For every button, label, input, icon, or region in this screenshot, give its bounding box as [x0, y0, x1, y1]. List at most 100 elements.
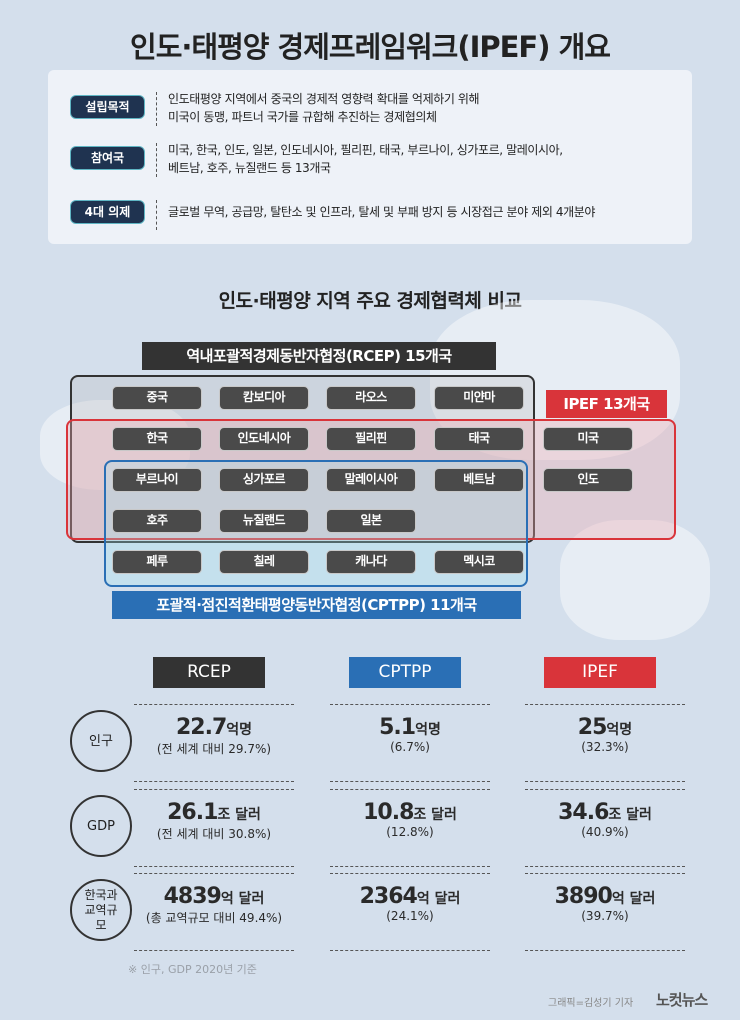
country-pill: 싱가포르	[219, 468, 309, 492]
country-pill: 태국	[434, 427, 524, 451]
divider	[134, 789, 294, 790]
divider	[330, 789, 490, 790]
divider	[525, 704, 685, 705]
stat-cell: 5.1억명 (6.7%)	[320, 715, 500, 754]
stat-share: (12.8%)	[386, 825, 434, 839]
divider	[525, 873, 685, 874]
stat-cell: 4839억 달러 (총 교역규모 대비 49.4%)	[124, 884, 304, 926]
stat-cell: 10.8조 달러 (12.8%)	[320, 800, 500, 839]
country-pill: 미얀마	[434, 386, 524, 410]
stat-value: 26.1	[167, 800, 218, 825]
country-pill: 말레이시아	[326, 468, 416, 492]
stat-value: 10.8	[363, 800, 414, 825]
stat-unit: 억명	[606, 722, 633, 738]
stat-unit: 억 달러	[611, 891, 656, 907]
stat-unit: 억명	[226, 722, 253, 738]
stat-value: 34.6	[558, 800, 609, 825]
stat-value: 3890	[554, 884, 613, 909]
country-pill: 멕시코	[434, 550, 524, 574]
country-pill: 페루	[112, 550, 202, 574]
country-pill: 캐나다	[326, 550, 416, 574]
country-pill: 일본	[326, 509, 416, 533]
divider	[134, 704, 294, 705]
country-pill: 필리핀	[326, 427, 416, 451]
stat-cell: 34.6조 달러 (40.9%)	[515, 800, 695, 839]
divider	[134, 866, 294, 867]
credit: 그래픽=김성기 기자	[548, 998, 634, 1009]
divider	[330, 781, 490, 782]
ipef-label: IPEF 13개국	[546, 390, 667, 418]
country-pill: 한국	[112, 427, 202, 451]
stat-share: (6.7%)	[390, 740, 430, 754]
divider	[330, 950, 490, 951]
country-pill: 칠레	[219, 550, 309, 574]
stat-value: 5.1	[379, 715, 416, 740]
stat-unit: 억명	[415, 722, 441, 738]
divider	[525, 950, 685, 951]
stat-value: 4839	[163, 884, 222, 909]
divider	[134, 950, 294, 951]
stat-unit: 조 달러	[413, 807, 457, 823]
rcep-label: 역내포괄적경제동반자협정(RCEP) 15개국	[142, 342, 496, 370]
row-label-circle: 한국과 교역규모	[70, 879, 132, 941]
comparison-title: 인도·태평양 지역 주요 경제협력체 비교	[218, 290, 522, 312]
country-pill: 베트남	[434, 468, 524, 492]
page-title: 인도·태평양 경제프레임워크(IPEF) 개요	[130, 30, 611, 64]
cptpp-label: 포괄적·점진적환태평양동반자협정(CPTPP) 11개국	[112, 591, 521, 619]
country-pill: 인도네시아	[219, 427, 309, 451]
header-cptpp: CPTPP	[349, 657, 461, 688]
header-rcep: RCEP	[153, 657, 265, 688]
overview-panel: 설립목적 인도태평양 지역에서 중국의 경제적 영향력 확대를 억제하기 위해 미…	[48, 70, 692, 244]
overview-text: 글로벌 무역, 공급망, 탈탄소 및 인프라, 탈세 및 부패 방지 등 시장접…	[168, 205, 596, 219]
stat-share: (24.1%)	[386, 909, 434, 923]
overview-label: 설립목적	[70, 95, 145, 119]
stat-value: 22.7	[175, 715, 227, 740]
divider	[525, 781, 685, 782]
header-ipef: IPEF	[544, 657, 656, 688]
country-pill: 호주	[112, 509, 202, 533]
divider	[330, 873, 490, 874]
logo: 노컷뉴스	[656, 991, 708, 1009]
divider	[330, 866, 490, 867]
stat-value: 2364	[359, 884, 418, 909]
stat-cell: 2364억 달러 (24.1%)	[320, 884, 500, 923]
divider	[134, 781, 294, 782]
overview-text: 미국, 한국, 인도, 일본, 인도네시아, 필리핀, 태국, 부르나이, 싱가…	[168, 143, 563, 175]
stat-share: (40.9%)	[581, 825, 629, 839]
stat-unit: 억 달러	[220, 891, 265, 907]
stat-unit: 조 달러	[608, 807, 652, 823]
overview-label: 참여국	[70, 146, 145, 170]
stat-share: (32.3%)	[581, 740, 629, 754]
divider	[156, 143, 157, 177]
stat-unit: 억 달러	[416, 891, 461, 907]
divider	[525, 789, 685, 790]
overview-label: 4대 의제	[70, 200, 145, 224]
divider	[156, 92, 157, 126]
country-pill: 라오스	[326, 386, 416, 410]
world-map-shape	[560, 520, 710, 640]
stat-share: (39.7%)	[581, 909, 629, 923]
row-label-circle: GDP	[70, 795, 132, 857]
stat-cell: 3890억 달러 (39.7%)	[515, 884, 695, 923]
overview-text: 인도태평양 지역에서 중국의 경제적 영향력 확대를 억제하기 위해 미국이 동맹…	[168, 92, 480, 124]
country-pill: 중국	[112, 386, 202, 410]
stat-value: 25	[577, 715, 608, 740]
divider	[330, 704, 490, 705]
divider	[134, 873, 294, 874]
stat-cell: 26.1조 달러 (전 세계 대비 30.8%)	[124, 800, 304, 842]
stat-unit: 조 달러	[217, 807, 261, 823]
country-pill: 인도	[543, 468, 633, 492]
row-label-circle: 인구	[70, 710, 132, 772]
stat-share: (전 세계 대비 30.8%)	[156, 827, 272, 841]
country-pill: 캄보디아	[219, 386, 309, 410]
stat-share: (총 교역규모 대비 49.4%)	[145, 911, 283, 925]
divider	[525, 866, 685, 867]
stat-cell: 25억명 (32.3%)	[515, 715, 695, 754]
country-pill: 부르나이	[112, 468, 202, 492]
footnote: ※ 인구, GDP 2020년 기준	[128, 963, 257, 976]
country-pill: 미국	[543, 427, 633, 451]
stat-share: (전 세계 대비 29.7%)	[156, 742, 272, 756]
country-pill: 뉴질랜드	[219, 509, 309, 533]
divider	[156, 200, 157, 230]
stat-cell: 22.7억명 (전 세계 대비 29.7%)	[124, 715, 304, 757]
